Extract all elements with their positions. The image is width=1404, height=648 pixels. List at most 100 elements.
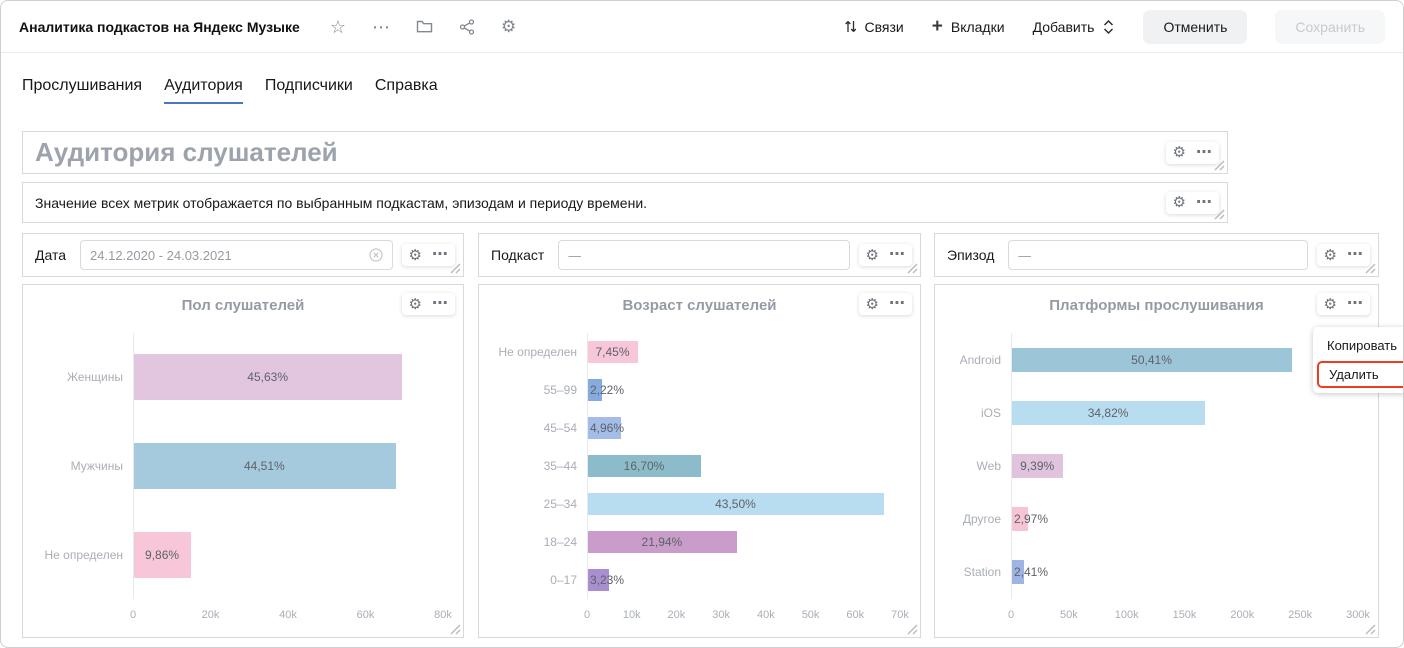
bar-value-label: 2,41% [1014, 565, 1049, 580]
menu-item-copy[interactable]: Копировать [1327, 338, 1397, 353]
resize-handle-icon[interactable] [450, 263, 461, 274]
selector-label: Подкаст [491, 247, 545, 263]
chart-bar-row: iOS 34,82% [945, 386, 1358, 439]
widget-menu-icon[interactable]: ⋯ [1196, 143, 1212, 161]
episode-value: — [1018, 247, 1032, 263]
x-tick-label: 80k [434, 609, 452, 621]
chart-bar-row: Android 50,41% [945, 333, 1358, 386]
bar-track: 21,94% [587, 523, 900, 561]
chart-bar[interactable]: 50,41% [1011, 347, 1293, 372]
widget-settings-icon[interactable]: ⚙ [865, 246, 879, 264]
bar-track: 34,82% [1011, 386, 1358, 439]
chart-bar[interactable]: 21,94% [587, 531, 737, 553]
category-label: 45–54 [543, 421, 577, 435]
resize-handle-icon[interactable] [907, 263, 918, 274]
resize-handle-icon[interactable] [450, 624, 461, 635]
widget-settings-icon[interactable]: ⚙ [1172, 194, 1186, 211]
chart-bar[interactable]: 44,51% [133, 443, 396, 489]
folder-icon[interactable] [416, 19, 433, 34]
resize-handle-icon[interactable] [1365, 624, 1376, 635]
selector-podcast-widget: Подкаст — ⚙ ⋯ [478, 233, 921, 277]
description-text: Значение всех метрик отображается по выб… [35, 195, 648, 211]
tab-podpischiki[interactable]: Подписчики [264, 77, 353, 94]
resize-handle-icon[interactable] [907, 624, 918, 635]
widget-controls: ⚙ ⋯ [1316, 244, 1370, 266]
chart-bar[interactable]: 34,82% [1011, 400, 1206, 425]
bar-value-label: 50,41% [1131, 352, 1172, 367]
chart-bar[interactable]: 7,45% [587, 341, 638, 363]
chart-bar[interactable]: 2,22% [587, 379, 624, 401]
x-tick-label: 60k [356, 609, 375, 621]
tab-spravka[interactable]: Справка [374, 77, 438, 94]
chart-platforms-widget: Платформы прослушивания ⚙ ⋯ Android 50,41… [934, 284, 1379, 638]
save-button[interactable]: Сохранить [1275, 9, 1385, 44]
widget-menu-icon[interactable]: ⋯ [432, 246, 448, 263]
widget-menu-icon[interactable]: ⋯ [1347, 295, 1363, 312]
selector-label: Эпизод [947, 247, 995, 263]
widget-settings-icon[interactable]: ⚙ [1323, 246, 1337, 264]
chart-bar-row: Не определен 7,45% [489, 333, 900, 371]
widget-menu-icon[interactable]: ⋯ [889, 246, 905, 263]
bar-value-label: 34,82% [1087, 405, 1129, 420]
chart-bar-row: 35–44 16,70% [489, 447, 900, 485]
resize-handle-icon[interactable] [1214, 160, 1225, 171]
podcast-select[interactable]: — [558, 240, 850, 270]
widget-settings-icon[interactable]: ⚙ [1323, 295, 1337, 313]
bar-value-label: 2,22% [590, 383, 625, 397]
links-button[interactable]: Связи [844, 19, 904, 35]
category-label: 18–24 [543, 535, 577, 549]
x-tick-label: 150k [1172, 609, 1197, 621]
chart-title: Платформы прослушивания [1049, 297, 1264, 314]
category-label: 55–99 [543, 383, 577, 397]
bar-track: 44,51% [133, 422, 443, 511]
settings-gear-icon[interactable]: ⚙ [500, 17, 517, 36]
title-widget[interactable]: Аудитория слушателей ⚙ ⋯ [22, 131, 1228, 174]
chart-bar[interactable]: 43,50% [587, 493, 884, 515]
bar-value-label: 45,63% [247, 370, 288, 385]
widget-menu-icon[interactable]: ⋯ [1196, 193, 1212, 211]
cancel-button[interactable]: Отменить [1143, 9, 1248, 44]
x-tick-label: 20k [667, 609, 686, 621]
resize-handle-icon[interactable] [1365, 263, 1376, 274]
menu-item-delete[interactable]: Удалить [1317, 361, 1403, 388]
widget-menu-icon[interactable]: ⋯ [1347, 246, 1363, 263]
chart-bar-row: Женщины 45,63% [33, 333, 443, 422]
chart-bar[interactable]: 2,97% [1011, 507, 1048, 532]
chart-bar[interactable]: 2,41% [1011, 560, 1048, 585]
chart-bar[interactable]: 3,23% [587, 569, 624, 591]
add-tabs-button[interactable]: + Вкладки [932, 16, 1005, 38]
tab-auditoriya[interactable]: Аудитория [164, 77, 243, 104]
widget-menu-icon[interactable]: ⋯ [889, 295, 905, 312]
tab-proslushivaniya[interactable]: Прослушивания [22, 77, 143, 94]
widget-menu-icon[interactable]: ⋯ [432, 295, 448, 312]
chart-bar[interactable]: 9,86% [133, 531, 192, 578]
chart-bar[interactable]: 4,96% [587, 417, 624, 439]
clear-icon[interactable] [369, 248, 383, 262]
bar-track: 3,23% [587, 561, 900, 599]
category-label: 25–34 [543, 497, 577, 511]
x-tick-label: 40k [756, 609, 775, 621]
widget-settings-icon[interactable]: ⚙ [408, 246, 422, 264]
widget-settings-icon[interactable]: ⚙ [1172, 144, 1186, 161]
selector-date-widget: Дата 24.12.2020 - 24.03.2021 ⚙ ⋯ [22, 233, 464, 277]
widget-settings-icon[interactable]: ⚙ [408, 295, 422, 313]
category-label: iOS [980, 405, 1001, 420]
episode-select[interactable]: — [1008, 240, 1308, 270]
bar-track: 7,45% [587, 333, 900, 371]
chart-bar[interactable]: 45,63% [133, 354, 403, 401]
add-widget-button[interactable]: Добавить [1033, 19, 1116, 35]
date-range-input[interactable]: 24.12.2020 - 24.03.2021 [80, 240, 393, 270]
x-tick-label: 300k [1346, 609, 1370, 621]
resize-handle-icon[interactable] [1214, 209, 1225, 220]
more-actions-icon[interactable]: ⋯ [371, 16, 390, 37]
favorite-star-icon[interactable]: ☆ [329, 16, 346, 37]
chart-bar[interactable]: 9,39% [1011, 454, 1064, 478]
share-icon[interactable] [459, 18, 475, 35]
tab-bar: Прослушивания Аудитория Подписчики Справ… [22, 77, 438, 104]
x-tick-label: 50k [1059, 609, 1078, 621]
widget-settings-icon[interactable]: ⚙ [865, 295, 879, 313]
text-widget[interactable]: Значение всех метрик отображается по выб… [22, 182, 1228, 223]
bar-track: 16,70% [587, 447, 900, 485]
chart-bar[interactable]: 16,70% [587, 455, 702, 477]
